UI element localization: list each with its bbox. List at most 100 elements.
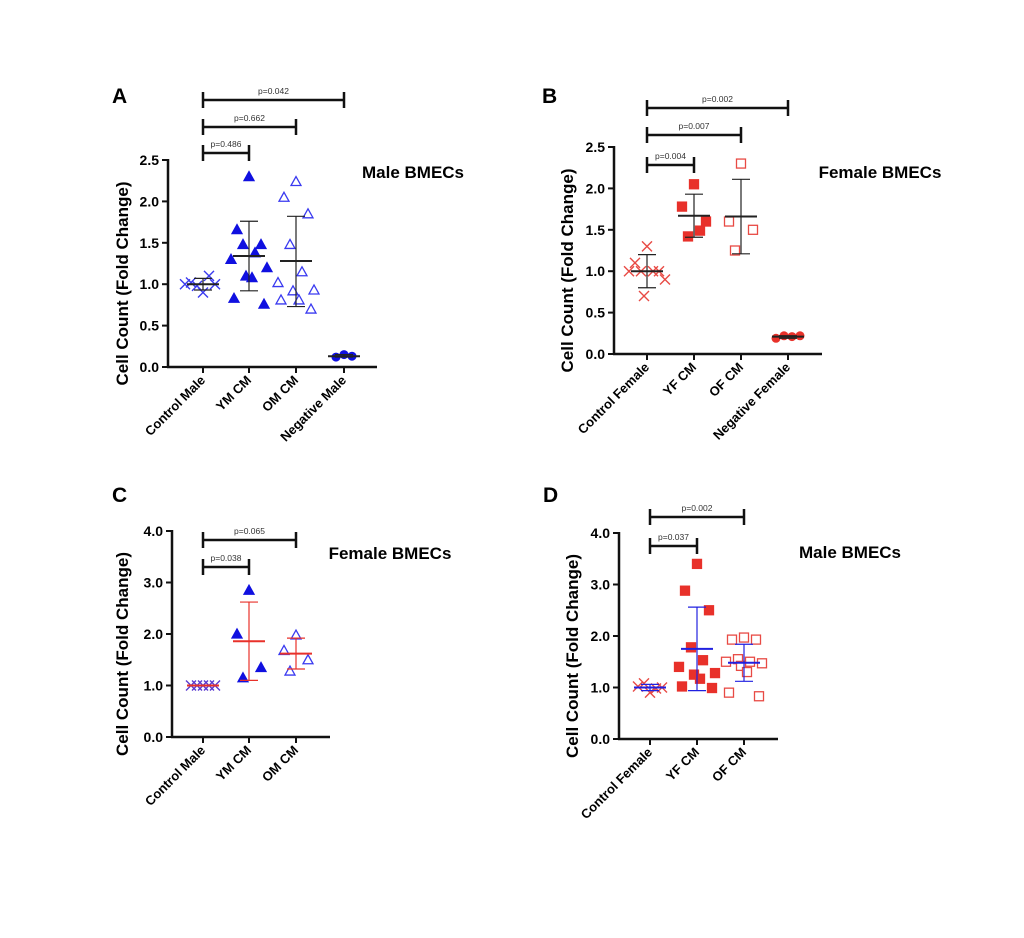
significance-bracket: p=0.486 bbox=[201, 139, 251, 161]
bracket-line bbox=[201, 559, 251, 575]
data-point-triangle bbox=[271, 276, 285, 288]
p-value-label: p=0.002 bbox=[682, 503, 713, 513]
significance-bracket: p=0.004 bbox=[645, 151, 696, 173]
p-value-label: p=0.002 bbox=[702, 94, 733, 104]
data-point-triangle bbox=[242, 583, 256, 595]
data-point-triangle bbox=[230, 223, 244, 235]
data-point-x bbox=[191, 280, 203, 292]
y-tick-label: 1.5 bbox=[586, 222, 606, 238]
data-point-square bbox=[726, 634, 738, 645]
x-tick-label: OF CM bbox=[706, 360, 746, 400]
data-point-square bbox=[738, 632, 750, 643]
data-point-triangle bbox=[242, 170, 256, 182]
data-point-triangle bbox=[227, 291, 241, 303]
y-tick-label: 2.0 bbox=[140, 193, 160, 209]
panel-d: D Male BMECs 0.0 1.0 2.0 3.0 4.0 Cell Count (Fo… bbox=[543, 484, 901, 822]
panel-title: Female BMECs bbox=[329, 544, 452, 563]
y-tick-label: 2.0 bbox=[591, 628, 611, 644]
x-tick-label: YF CM bbox=[660, 360, 699, 399]
p-value-label: p=0.486 bbox=[211, 139, 242, 149]
x-tick-label: Control Male bbox=[142, 373, 208, 439]
series-control-female bbox=[623, 240, 671, 302]
x-tick-label: YM CM bbox=[213, 743, 254, 784]
data-point-x bbox=[641, 240, 653, 252]
panel-title: Male BMECs bbox=[362, 163, 464, 182]
data-point-triangle bbox=[274, 293, 288, 305]
series-om-cm bbox=[271, 175, 321, 314]
data-point-square bbox=[729, 245, 741, 256]
panel-c: C Female BMECs 0.0 1.0 2.0 3.0 4.0 Cell Count (… bbox=[112, 484, 451, 809]
bracket-line bbox=[648, 509, 746, 525]
data-point-square bbox=[741, 666, 753, 678]
y-tick-label: 2.0 bbox=[144, 626, 164, 642]
y-tick-label: 3.0 bbox=[591, 577, 611, 593]
data-point-x bbox=[659, 273, 671, 285]
panel-title: Male BMECs bbox=[799, 543, 901, 562]
data-point-x bbox=[623, 265, 635, 277]
y-tick-label: 0.0 bbox=[591, 731, 611, 747]
bracket-line bbox=[201, 532, 298, 548]
data-point-square bbox=[744, 656, 756, 667]
y-axis-label: Cell Count (Fold Change) bbox=[563, 554, 582, 758]
x-tick-label: OM CM bbox=[259, 743, 301, 785]
bracket-line bbox=[201, 119, 298, 135]
data-point-triangle bbox=[254, 238, 268, 250]
panel-letter: C bbox=[112, 484, 127, 507]
data-point-square bbox=[747, 224, 759, 235]
p-value-label: p=0.037 bbox=[658, 532, 689, 542]
series-negative-male bbox=[328, 350, 360, 362]
y-tick-label: 4.0 bbox=[144, 523, 164, 539]
panel-title: Female BMECs bbox=[819, 163, 942, 182]
y-tick-label: 0.0 bbox=[586, 346, 606, 362]
panel-b: B Female BMECs 0.0 0.5 1.0 1.5 2.0 2.5 Cell Coun… bbox=[542, 85, 941, 443]
data-point-triangle bbox=[307, 283, 321, 295]
y-tick-label: 0.5 bbox=[586, 305, 606, 321]
data-point-triangle bbox=[257, 297, 271, 309]
significance-bracket: p=0.002 bbox=[648, 503, 746, 525]
data-point-square bbox=[753, 691, 765, 702]
series-yf-cm bbox=[676, 179, 712, 242]
data-point-triangle bbox=[283, 238, 297, 250]
bracket-line bbox=[648, 538, 699, 554]
panel-letter: B bbox=[542, 85, 557, 108]
significance-bracket: p=0.002 bbox=[645, 94, 790, 116]
p-value-label: p=0.042 bbox=[258, 86, 289, 96]
p-value-label: p=0.662 bbox=[234, 113, 265, 123]
data-point-square bbox=[697, 655, 709, 666]
data-point-triangle bbox=[236, 238, 250, 250]
y-tick-label: 1.5 bbox=[140, 235, 160, 251]
p-value-label: p=0.065 bbox=[234, 526, 265, 536]
series-control-male bbox=[185, 680, 221, 691]
series-om-cm bbox=[277, 628, 315, 676]
data-point-x bbox=[629, 257, 641, 269]
data-point-square bbox=[676, 681, 688, 692]
data-point-x bbox=[203, 270, 215, 282]
significance-bracket: p=0.037 bbox=[648, 532, 699, 554]
data-point-square bbox=[750, 634, 762, 645]
y-tick-label: 0.5 bbox=[140, 318, 160, 334]
bracket-line bbox=[201, 92, 346, 108]
data-point-square bbox=[700, 216, 712, 227]
x-tick-label: YF CM bbox=[663, 745, 702, 784]
y-tick-label: 1.0 bbox=[586, 263, 606, 279]
data-point-triangle bbox=[301, 653, 315, 665]
bracket-line bbox=[645, 157, 696, 173]
data-point-square bbox=[723, 687, 735, 698]
significance-bracket: p=0.038 bbox=[201, 553, 251, 575]
data-point-square bbox=[679, 585, 691, 596]
data-point-square bbox=[673, 661, 685, 673]
series-control-female bbox=[632, 677, 668, 699]
data-point-triangle bbox=[301, 207, 315, 219]
x-tick-label: Control Female bbox=[575, 360, 653, 438]
p-value-label: p=0.004 bbox=[655, 151, 686, 161]
data-point-triangle bbox=[304, 302, 318, 314]
panel-a: A Male BMECs 0.0 0.5 1.0 1.5 2.0 2.5 Cell Count … bbox=[112, 85, 464, 444]
panel-letter: D bbox=[543, 484, 558, 507]
data-point-square bbox=[703, 605, 715, 616]
series-ym-cm bbox=[230, 583, 268, 683]
data-point-square bbox=[682, 231, 694, 242]
y-axis-label: Cell Count (Fold Change) bbox=[113, 182, 132, 386]
data-point-square bbox=[688, 179, 700, 190]
y-tick-label: 3.0 bbox=[144, 575, 164, 591]
